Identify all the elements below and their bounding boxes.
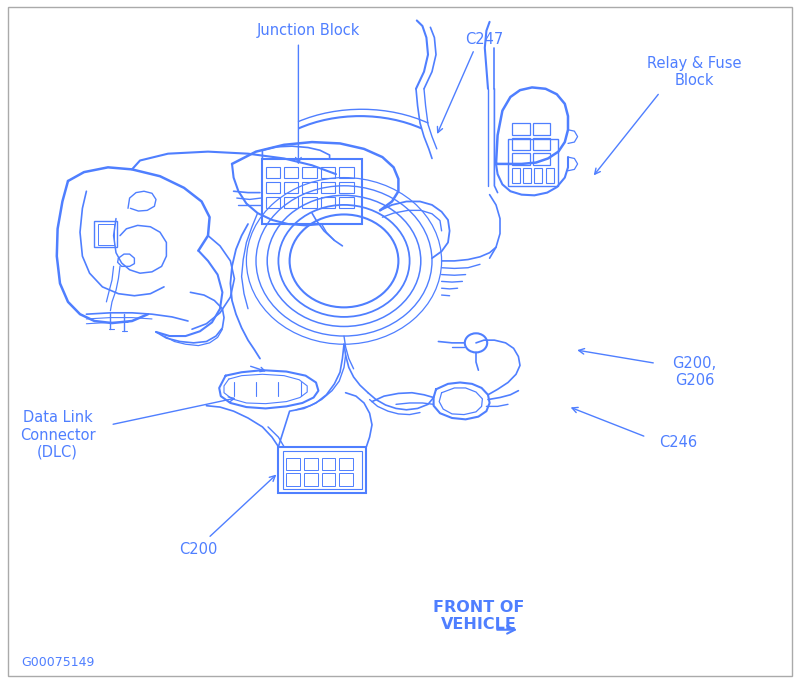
Bar [339,458,353,470]
Bar [304,473,318,486]
Bar [322,458,335,470]
Bar [546,168,554,183]
Bar [94,221,117,247]
Text: C247: C247 [465,32,503,47]
Bar [304,458,318,470]
Text: Junction Block: Junction Block [256,23,360,38]
Bar [286,458,300,470]
Text: Data Link
Connector
(DLC): Data Link Connector (DLC) [20,410,95,460]
Text: C246: C246 [659,435,698,450]
Bar [284,167,298,178]
Bar [321,197,335,208]
Bar [339,167,354,178]
Bar [302,197,317,208]
Bar [533,138,550,150]
Bar [508,139,558,186]
Bar [339,182,354,193]
Bar [286,473,300,486]
Text: C200: C200 [179,542,218,557]
Bar [98,224,114,245]
Bar [339,473,353,486]
Bar [266,182,280,193]
Bar [512,123,530,135]
Bar [523,168,531,183]
Bar [534,168,542,183]
Bar [321,182,335,193]
Bar [321,167,335,178]
Bar [339,197,354,208]
Bar [533,153,550,165]
Text: G200,
G206: G200, G206 [672,356,717,389]
Bar [533,123,550,135]
Bar [266,167,280,178]
Bar [284,197,298,208]
Bar [512,168,520,183]
Bar [266,197,280,208]
Bar [262,159,362,224]
Bar [512,138,530,150]
Bar [512,153,530,165]
Bar [278,447,366,493]
Text: FRONT OF
VEHICLE: FRONT OF VEHICLE [433,600,524,632]
Bar [284,182,298,193]
Bar [302,167,317,178]
Bar [302,182,317,193]
Text: Relay & Fuse
Block: Relay & Fuse Block [647,55,742,88]
Bar [322,473,335,486]
Text: G00075149: G00075149 [21,656,94,669]
Bar [283,451,362,489]
